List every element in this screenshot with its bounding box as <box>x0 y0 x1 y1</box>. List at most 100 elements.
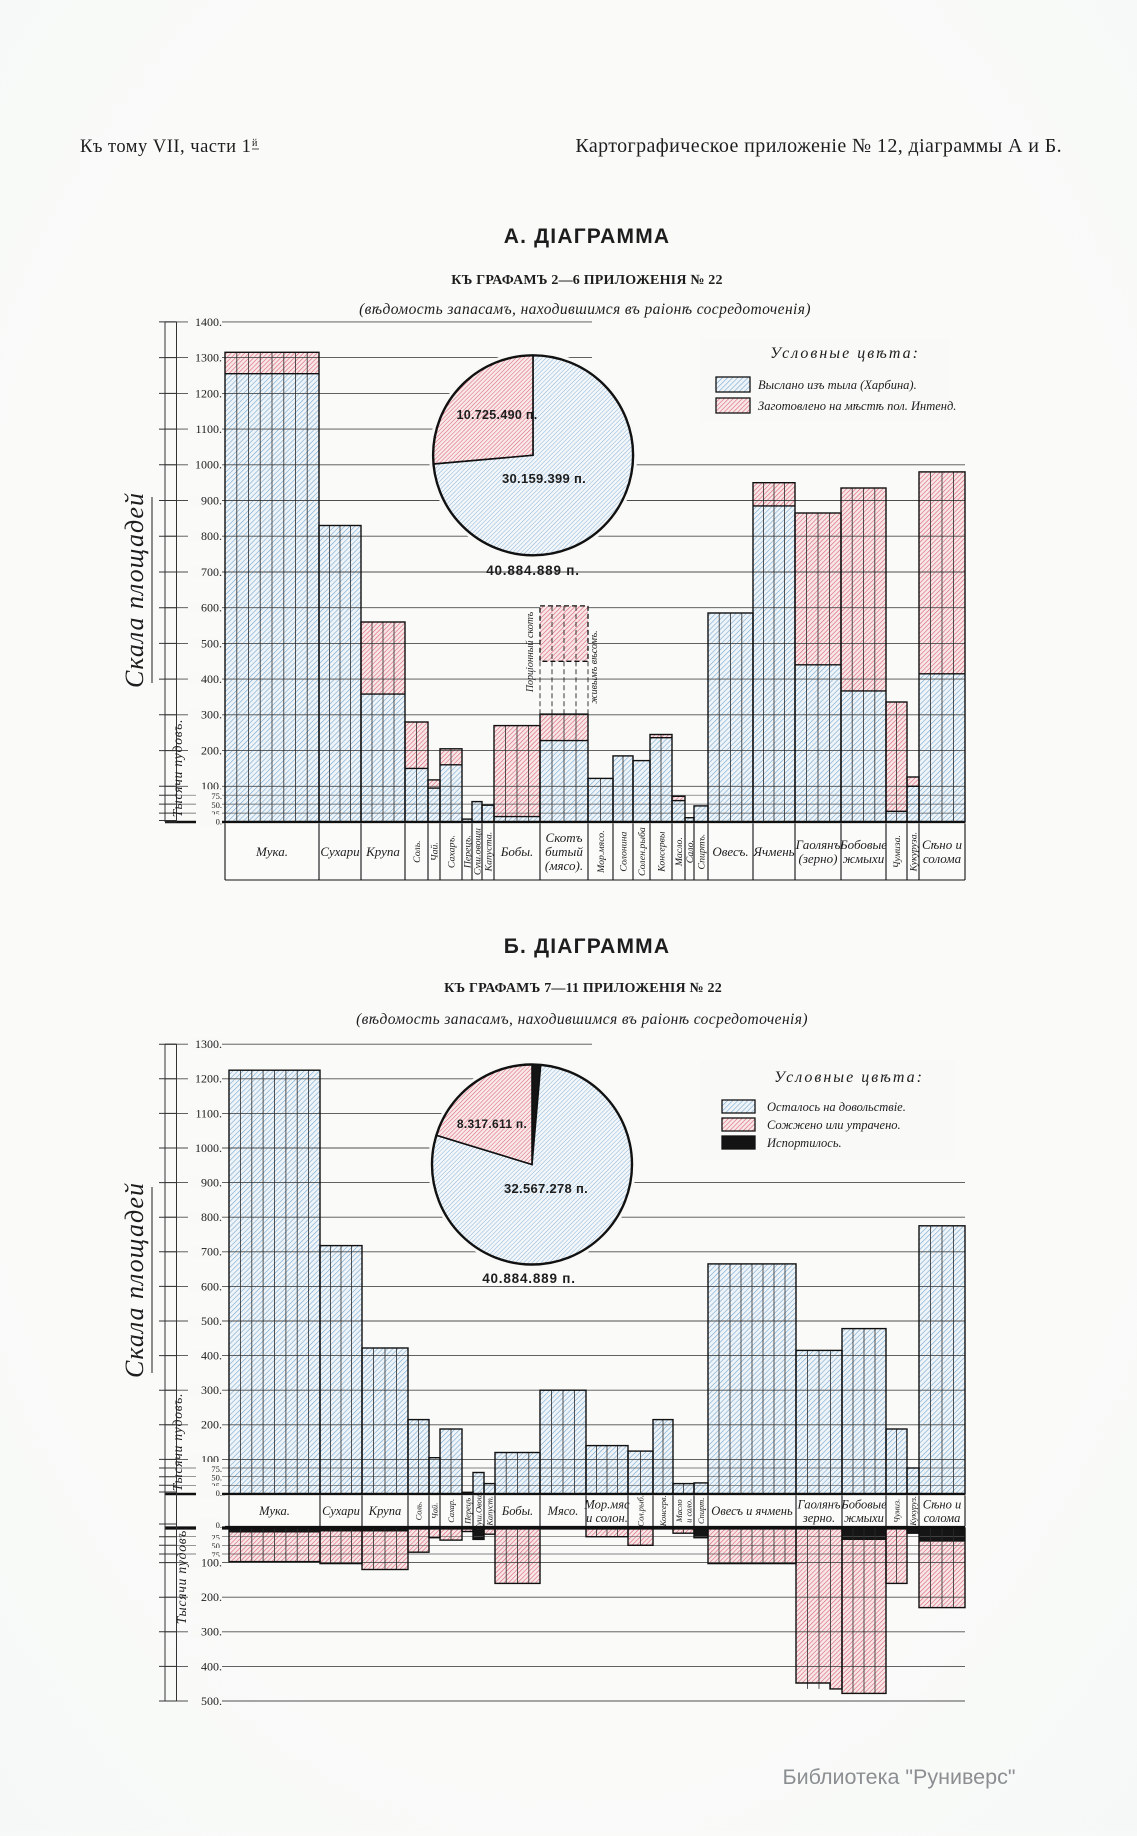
svg-text:жмыхи: жмыхи <box>843 851 885 866</box>
svg-text:Сухари: Сухари <box>322 1504 360 1518</box>
svg-text:й: й <box>252 138 258 149</box>
svg-text:Порціонный скотъ: Порціонный скотъ <box>525 612 536 693</box>
svg-text:200.: 200. <box>201 1418 222 1432</box>
svg-text:700.: 700. <box>201 1245 222 1259</box>
svg-text:Чумиз.: Чумиз. <box>893 1499 902 1523</box>
svg-text:0.: 0. <box>216 816 222 826</box>
svg-text:Сожжено или утрачено.: Сожжено или утрачено. <box>767 1118 901 1132</box>
svg-text:1000.: 1000. <box>195 1141 222 1155</box>
svg-text:40.884.889 п.: 40.884.889 п. <box>486 563 580 578</box>
svg-text:1000.: 1000. <box>195 458 222 472</box>
svg-text:400.: 400. <box>201 1659 222 1673</box>
svg-text:солома: солома <box>924 1511 961 1525</box>
svg-text:Картографическое приложеніе №: Картографическое приложеніе № 12, діагра… <box>575 135 1062 157</box>
svg-text:(вѣдомость запасамъ, находивши: (вѣдомость запасамъ, находившимся въ раі… <box>356 1011 808 1028</box>
svg-text:КЪ ГРАФАМЪ 7—11 ПРИЛОЖЕНІЯ № 2: КЪ ГРАФАМЪ 7—11 ПРИЛОЖЕНІЯ № 22 <box>444 981 722 996</box>
svg-text:битый: битый <box>545 844 583 859</box>
svg-text:Бобы.: Бобы. <box>500 844 534 859</box>
svg-text:Чай.: Чай. <box>430 842 441 861</box>
svg-text:600.: 600. <box>201 601 222 615</box>
svg-text:1400.: 1400. <box>195 315 222 329</box>
svg-text:50.: 50. <box>211 1473 222 1483</box>
svg-text:Выслано изъ тыла (Харбина).: Выслано изъ тыла (Харбина). <box>758 378 917 392</box>
svg-text:Сухари: Сухари <box>320 844 360 859</box>
svg-text:600.: 600. <box>201 1279 222 1293</box>
svg-text:Гаолянъ: Гаолянъ <box>797 1498 841 1512</box>
svg-text:40.884.889 п.: 40.884.889 п. <box>482 1271 576 1286</box>
svg-text:Библиотека "Руниверс": Библиотека "Руниверс" <box>783 1765 1016 1789</box>
svg-text:А. ДІАГРАММА: А. ДІАГРАММА <box>504 225 671 248</box>
svg-text:Солен.рыба: Солен.рыба <box>637 827 648 876</box>
svg-text:(зерно): (зерно) <box>799 851 838 866</box>
svg-text:Условные цвѣта:: Условные цвѣта: <box>774 1069 924 1086</box>
svg-text:800.: 800. <box>201 1210 222 1224</box>
svg-text:Бобы.: Бобы. <box>501 1504 533 1518</box>
svg-text:75.: 75. <box>211 1550 222 1560</box>
svg-text:Сало.: Сало. <box>685 840 696 863</box>
svg-text:Мука.: Мука. <box>258 1504 290 1518</box>
svg-text:1100.: 1100. <box>195 422 222 436</box>
svg-text:и солон.: и солон. <box>586 1511 628 1525</box>
svg-text:Соль.: Соль. <box>412 840 423 862</box>
svg-text:Крупа: Крупа <box>368 1504 401 1518</box>
svg-text:Перецъ: Перецъ <box>464 1497 473 1525</box>
svg-text:32.567.278 п.: 32.567.278 п. <box>504 1181 588 1196</box>
svg-text:Заготовлено на мѣстѣ пол. Инте: Заготовлено на мѣстѣ пол. Интенд. <box>758 399 956 413</box>
svg-text:и сало.: и сало. <box>684 1499 693 1523</box>
svg-text:Овесъ.: Овесъ. <box>712 844 748 859</box>
svg-text:Суш.овощи: Суш.овощи <box>473 828 484 875</box>
svg-text:Консерв.: Консерв. <box>659 1495 668 1527</box>
svg-text:солома: солома <box>923 851 962 866</box>
svg-text:400.: 400. <box>201 672 222 686</box>
svg-text:Скала площадей: Скала площадей <box>120 1182 149 1378</box>
svg-text:Консервы: Консервы <box>657 831 668 873</box>
svg-text:100.: 100. <box>201 1556 222 1570</box>
svg-text:Бобовые: Бобовые <box>839 837 887 852</box>
svg-text:50.: 50. <box>211 1541 222 1551</box>
svg-text:10.725.490 п.: 10.725.490 п. <box>457 408 538 422</box>
svg-text:Соль.: Соль. <box>415 1501 424 1520</box>
svg-text:Сѣно и: Сѣно и <box>922 837 963 852</box>
svg-text:Сахар.: Сахар. <box>447 1499 456 1523</box>
svg-text:1100.: 1100. <box>195 1106 222 1120</box>
svg-text:Чумиза.: Чумиза. <box>892 835 903 868</box>
svg-text:Масло: Масло <box>675 1499 684 1523</box>
svg-text:Скотъ: Скотъ <box>546 830 583 845</box>
svg-text:зерно.: зерно. <box>802 1511 835 1525</box>
svg-text:700.: 700. <box>201 565 222 579</box>
svg-text:Условные цвѣта:: Условные цвѣта: <box>770 345 920 362</box>
svg-text:Тысячи пудовъ.: Тысячи пудовъ. <box>174 1526 189 1625</box>
svg-text:Б. ДІАГРАММА: Б. ДІАГРАММА <box>504 935 671 958</box>
svg-text:Солонина: Солонина <box>619 831 630 871</box>
svg-text:0.: 0. <box>216 1488 222 1498</box>
svg-text:Суш.Овощ.: Суш.Овощ. <box>475 1491 484 1531</box>
svg-text:1200.: 1200. <box>195 1072 222 1086</box>
svg-text:Овесъ и ячмень: Овесъ и ячмень <box>711 1504 793 1518</box>
svg-text:8.317.611 п.: 8.317.611 п. <box>457 1117 527 1131</box>
svg-text:75.: 75. <box>211 1464 222 1474</box>
svg-text:200.: 200. <box>201 744 222 758</box>
svg-text:КЪ ГРАФАМЪ 2—6 ПРИЛОЖЕНІЯ № 22: КЪ ГРАФАМЪ 2—6 ПРИЛОЖЕНІЯ № 22 <box>451 273 722 288</box>
svg-text:75.: 75. <box>211 791 222 801</box>
svg-text:Кукуруза.: Кукуруза. <box>909 832 920 872</box>
svg-text:500.: 500. <box>201 1694 222 1708</box>
svg-text:50.: 50. <box>211 800 222 810</box>
svg-text:Чай.: Чай. <box>431 1503 440 1519</box>
svg-text:Сѣно и: Сѣно и <box>923 1498 962 1512</box>
svg-text:Мука.: Мука. <box>255 844 288 859</box>
svg-text:Ячмень: Ячмень <box>752 844 794 859</box>
svg-text:Перецъ.: Перецъ. <box>463 835 474 869</box>
svg-text:(мясо).: (мясо). <box>545 858 583 873</box>
svg-text:Осталось на довольствіе.: Осталось на довольствіе. <box>767 1100 906 1114</box>
svg-text:Крупа: Крупа <box>365 844 400 859</box>
svg-text:900.: 900. <box>201 1176 222 1190</box>
svg-text:300.: 300. <box>201 708 222 722</box>
svg-text:Бобовые: Бобовые <box>840 1498 887 1512</box>
svg-text:(вѣдомость запасамъ, находивши: (вѣдомость запасамъ, находившимся въ раі… <box>359 301 811 318</box>
svg-text:400.: 400. <box>201 1349 222 1363</box>
svg-text:Тысячи пудовъ.: Тысячи пудовъ. <box>170 1393 185 1492</box>
svg-text:Кукуруз.: Кукуруз. <box>909 1496 918 1527</box>
svg-text:Сахаръ.: Сахаръ. <box>447 835 458 868</box>
svg-text:Мясо.: Мясо. <box>547 1504 579 1518</box>
svg-text:жмыхи: жмыхи <box>844 1511 884 1525</box>
